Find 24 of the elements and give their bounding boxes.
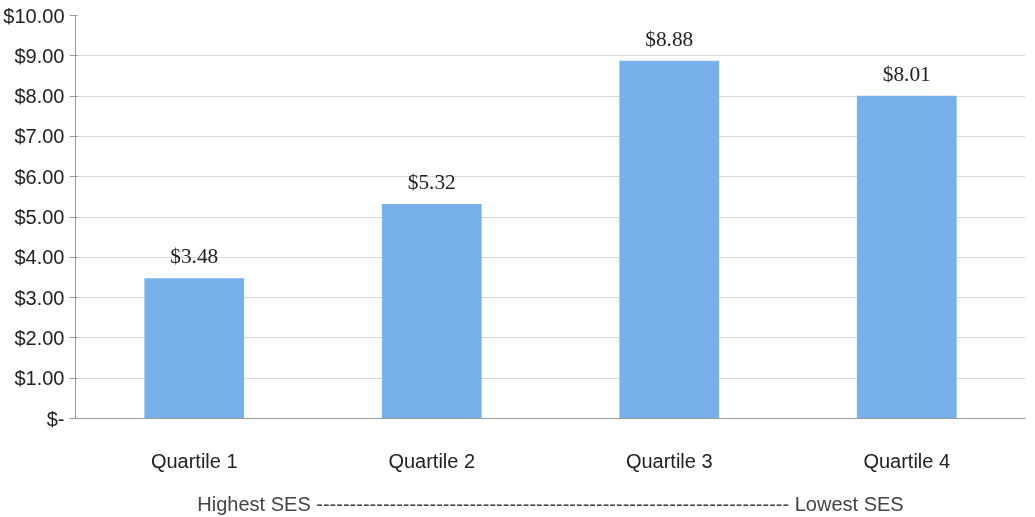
x-tick-label: Quartile 1: [150, 449, 238, 472]
y-tick-label: $3.00: [14, 286, 65, 309]
y-tick-label: $6.00: [14, 165, 65, 188]
y-tick-label: $2.00: [14, 326, 65, 349]
y-tick-label: $9.00: [14, 44, 65, 67]
y-tick-label: $4.00: [14, 246, 65, 269]
x-tick-label: Quartile 3: [625, 449, 713, 472]
bar: [381, 204, 482, 419]
x-tick-label: Quartile 4: [863, 449, 951, 472]
y-tick-label: $5.00: [14, 206, 65, 228]
data-label: $3.48: [170, 244, 219, 269]
data-label: $5.32: [407, 170, 456, 195]
y-tick-label: $7.00: [14, 125, 65, 148]
x-tick-label: Quartile 2: [388, 449, 476, 472]
y-tick-label: $8.00: [14, 85, 65, 108]
bar: [619, 60, 720, 419]
bar: [144, 278, 245, 419]
y-tick-label: $-: [46, 407, 65, 430]
bar: [856, 95, 957, 419]
y-tick-label: $1.00: [14, 367, 65, 390]
data-label: $8.88: [645, 26, 694, 51]
x-axis-title: Highest SES ----------------------------------------------------------------------- Lowest SES: [197, 492, 904, 515]
data-label: $8.01: [882, 61, 931, 86]
y-tick-label: $10.00: [3, 4, 65, 27]
